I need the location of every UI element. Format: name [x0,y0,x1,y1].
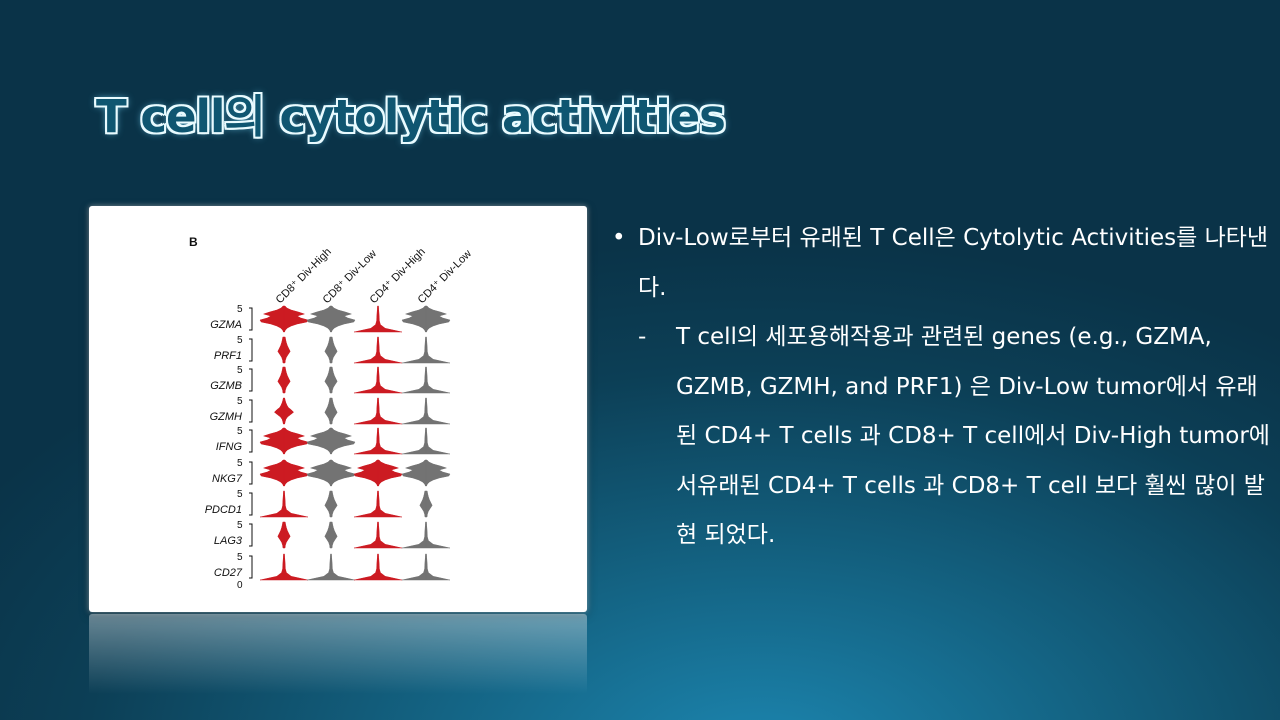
violin-figure: B CD8⁺ Div-High CD8⁺ Div-Low CD4⁺ Div-High C… [89,206,587,612]
scale-max-label: 5 [237,426,243,437]
figure-reflection [89,614,587,694]
scale-max-label: 5 [237,489,243,500]
scale-max-label: 5 [237,458,243,469]
gene-label: GZMB [210,380,242,392]
bullet-main-text: Div-Low로부터 유래된 T Cell은 Cytolytic Activit… [638,225,1269,301]
slide-title: T cell의 cytolytic activities [96,90,726,143]
scale-bracket [249,429,253,453]
scale-bracket [249,492,253,516]
bullet-sub: - T cell의 세포용해작용과 관련된 genes (e.g., GZMA,… [610,313,1270,561]
scale-max-label: 5 [237,335,243,346]
sub-dash: - [638,324,647,350]
scale-max-label: 5 [237,396,243,407]
scale-bracket [249,338,253,362]
scale-max-label: 5 [237,552,243,563]
scale-bracket [249,307,253,331]
gene-label: CD27 [214,567,243,579]
gene-label: GZMA [210,319,242,331]
scale-bracket [249,399,253,423]
scale-bracket [249,523,253,547]
sub-item: - T cell의 세포용해작용과 관련된 genes (e.g., GZMA,… [638,313,1270,561]
gene-label: PDCD1 [205,504,242,516]
gene-label: PRF1 [214,350,242,362]
bullet-list: • Div-Low로부터 유래된 T Cell은 Cytolytic Activ… [610,214,1270,561]
panel-label: B [189,235,198,249]
bullet-dot-icon: • [612,225,626,251]
scale-bracket [249,461,253,485]
bullet-main: • Div-Low로부터 유래된 T Cell은 Cytolytic Activ… [610,214,1270,313]
scale-bracket [249,555,253,579]
scale-bracket [249,368,253,392]
scale-min-label: 0 [237,580,243,591]
scale-max-label: 5 [237,304,243,315]
scale-max-label: 5 [237,365,243,376]
gene-label: IFNG [216,441,243,453]
scale-max-label: 5 [237,520,243,531]
bullet-sub-text: T cell의 세포용해작용과 관련된 genes (e.g., GZMA, G… [676,324,1270,548]
gene-label: NKG7 [212,473,243,485]
gene-label: LAG3 [214,535,243,547]
gene-label: GZMH [210,411,242,423]
